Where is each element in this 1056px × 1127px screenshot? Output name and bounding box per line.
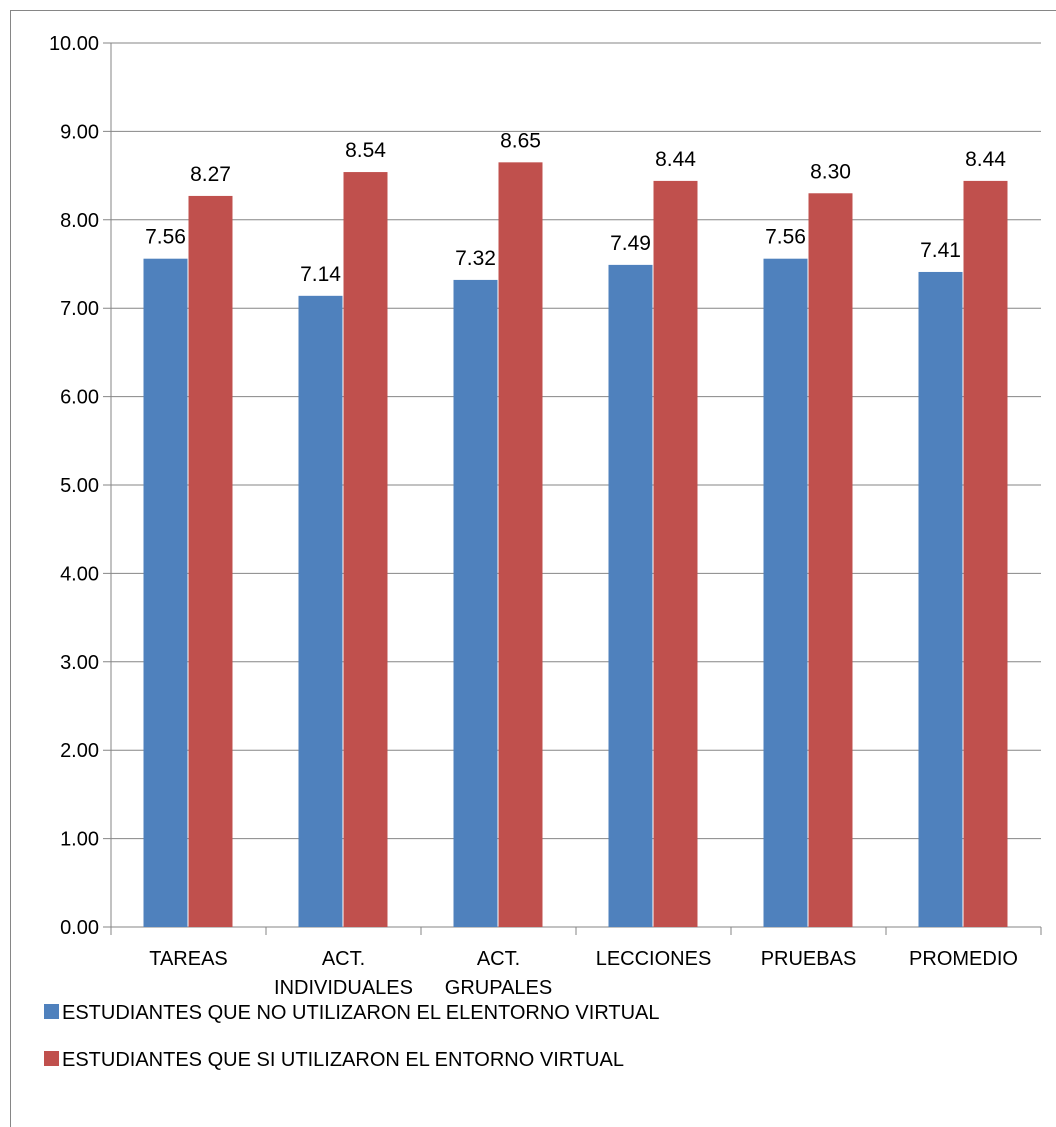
- legend-label: ESTUDIANTES QUE NO UTILIZARON EL ELENTOR…: [62, 1002, 660, 1024]
- data-label: 8.30: [810, 160, 851, 183]
- y-tick-label: 1.00: [60, 829, 99, 851]
- x-axis: TAREAS ACT. INDIVIDUALES ACT. GRUPALES LECCIO…: [111, 927, 1041, 999]
- data-label: 8.27: [190, 163, 231, 186]
- x-tick-label: GRUPALES: [445, 977, 552, 999]
- bar: [144, 259, 188, 927]
- gridlines: [103, 43, 1041, 927]
- bar: [299, 296, 343, 927]
- x-tick-label: TAREAS: [149, 948, 228, 970]
- x-tick-label: ACT.: [477, 948, 520, 970]
- data-label: 8.54: [345, 139, 386, 162]
- y-axis: 0.00 1.00 2.00 3.00 4.00 5.00 6.00 7.00 8.00 9.00…: [49, 33, 111, 939]
- data-label: 7.14: [300, 263, 341, 286]
- bar: [609, 265, 653, 927]
- bar: [454, 280, 498, 927]
- bars: [144, 162, 1008, 927]
- y-tick-label: 5.00: [60, 475, 99, 497]
- data-label: 8.44: [965, 148, 1006, 171]
- y-tick-label: 6.00: [60, 387, 99, 409]
- x-tick-label: LECCIONES: [596, 948, 712, 970]
- x-tick-label: ACT.: [322, 948, 365, 970]
- y-tick-label: 7.00: [60, 298, 99, 320]
- data-label: 7.56: [145, 226, 186, 249]
- bar: [654, 181, 698, 927]
- x-tick-label: PRUEBAS: [761, 948, 857, 970]
- data-label: 7.56: [765, 226, 806, 249]
- legend-label: ESTUDIANTES QUE SI UTILIZARON EL ENTORNO…: [62, 1049, 624, 1071]
- y-tick-label: 8.00: [60, 210, 99, 232]
- data-label: 8.44: [655, 148, 696, 171]
- data-label: 7.32: [455, 247, 496, 270]
- y-tick-label: 10.00: [49, 33, 99, 55]
- data-label: 7.41: [920, 239, 961, 262]
- y-tick-label: 9.00: [60, 121, 99, 143]
- bar: [919, 272, 963, 927]
- data-label: 8.65: [500, 129, 541, 152]
- data-label: 7.49: [610, 232, 651, 255]
- bar: [964, 181, 1008, 927]
- bar: [809, 193, 853, 927]
- y-tick-label: 4.00: [60, 563, 99, 585]
- bar: [344, 172, 388, 927]
- data-labels: 7.56 7.14 7.32 7.49 7.56 7.41 8.27 8.54 8.65 8.44…: [145, 129, 1006, 285]
- bar: [499, 162, 543, 927]
- y-tick-label: 3.00: [60, 652, 99, 674]
- bar: [189, 196, 233, 927]
- x-tick-label: INDIVIDUALES: [274, 977, 413, 999]
- legend-swatch: [44, 1004, 59, 1019]
- y-tick-label: 2.00: [60, 740, 99, 762]
- bar: [764, 259, 808, 927]
- legend-swatch: [44, 1051, 59, 1066]
- legend: ESTUDIANTES QUE NO UTILIZARON EL ELENTOR…: [44, 1002, 660, 1071]
- x-tick-label: PROMEDIO: [909, 948, 1018, 970]
- y-tick-label: 0.00: [60, 917, 99, 939]
